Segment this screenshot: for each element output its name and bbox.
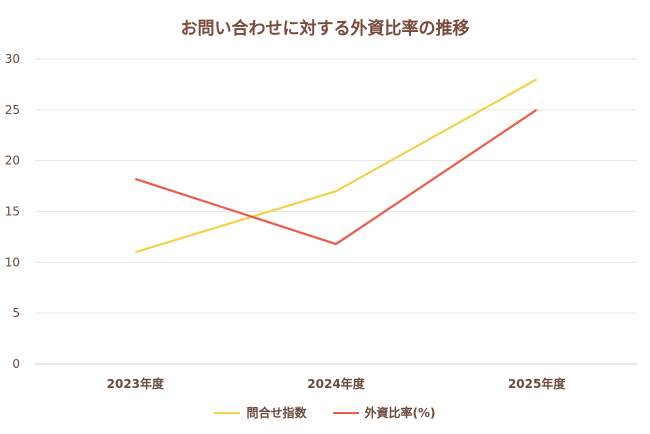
x-tick-label-0: 2023年度: [107, 376, 165, 391]
legend-label-0: 問合せ指数: [246, 406, 307, 420]
legend-swatch-1: [332, 411, 359, 414]
legend: 問合せ指数 外資比率(%): [0, 404, 650, 421]
y-tick-label-20: 20: [5, 154, 20, 168]
y-tick-label-30: 30: [5, 52, 20, 66]
legend-item-0: 問合せ指数: [214, 404, 307, 421]
y-tick-label-25: 25: [5, 103, 20, 117]
y-tick-label-10: 10: [5, 255, 20, 269]
chart-title: お問い合わせに対する外資比率の推移: [180, 19, 470, 39]
legend-swatch-0: [214, 411, 241, 414]
y-tick-label-5: 5: [12, 306, 20, 320]
x-tick-label-1: 2024年度: [307, 376, 365, 391]
series-line-0: [135, 78, 538, 254]
legend-label-1: 外資比率(%): [364, 406, 436, 420]
y-tick-label-0: 0: [12, 357, 20, 371]
y-tick-label-15: 15: [5, 205, 20, 219]
x-tick-label-2: 2025年度: [508, 376, 566, 391]
series-line-1: [134, 108, 538, 246]
legend-item-1: 外資比率(%): [332, 404, 436, 421]
